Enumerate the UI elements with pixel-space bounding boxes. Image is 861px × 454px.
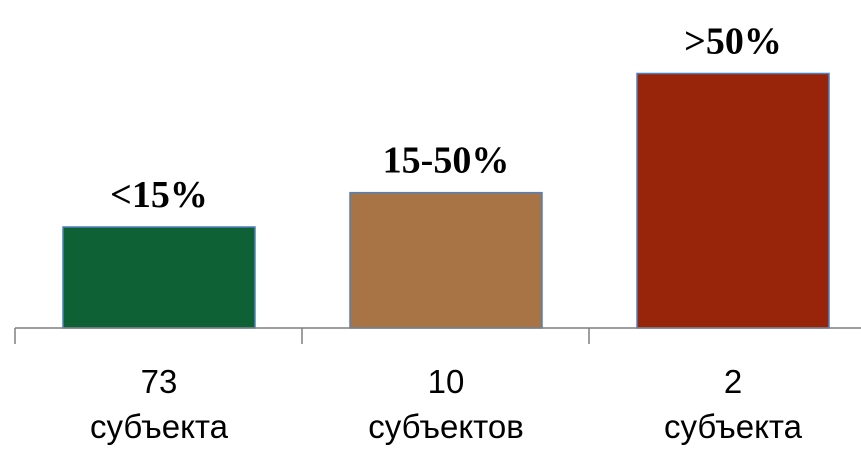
labels-group: <15% 15-50% >50% 73 субъекта 10 субъектов 2 субъ… (90, 20, 803, 445)
category-label-line: 2 (724, 363, 742, 400)
data-label-3: >50% (684, 20, 782, 62)
bar-3 (636, 72, 830, 329)
category-label-1: 73 субъекта (90, 363, 229, 445)
data-label-1: <15% (110, 174, 208, 216)
category-label-line: субъекта (90, 408, 229, 445)
x-axis (14, 327, 861, 344)
bars-group (62, 72, 830, 329)
data-label-2: 15-50% (383, 140, 510, 182)
category-label-2: 10 субъектов (368, 363, 524, 445)
category-label-line: субъекта (664, 408, 803, 445)
category-label-line: 73 (141, 363, 178, 400)
bar-1 (62, 226, 256, 329)
category-label-3: 2 субъекта (664, 363, 803, 445)
category-label-line: 10 (428, 363, 465, 400)
bar-2 (349, 191, 543, 329)
category-label-line: субъектов (368, 408, 524, 445)
